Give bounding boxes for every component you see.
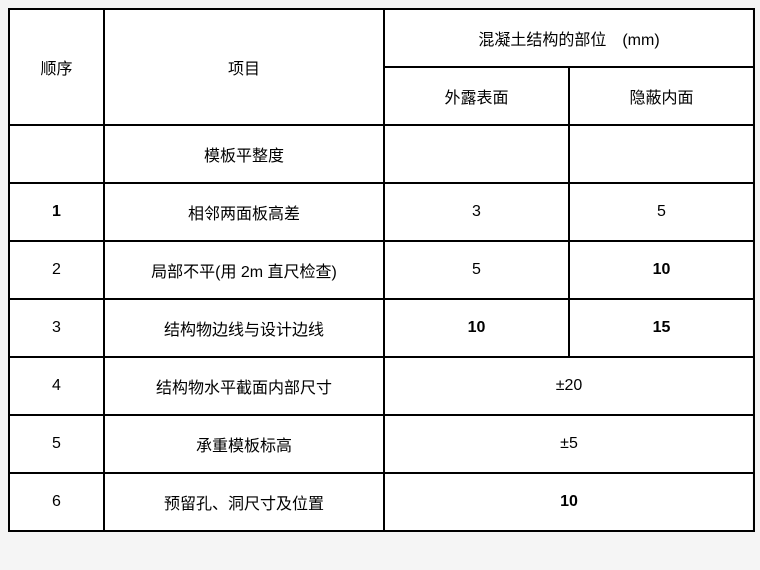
cell-order: 2: [9, 241, 104, 299]
cell-item: 相邻两面板高差: [104, 183, 384, 241]
table-row: 3 结构物边线与设计边线 10 15: [9, 299, 754, 357]
cell-item: 承重模板标高: [104, 415, 384, 473]
cell-exposed: 5: [384, 241, 569, 299]
table-header: 顺序 项目 混凝土结构的部位 (mm) 外露表面 隐蔽内面: [9, 9, 754, 125]
cell-order: 5: [9, 415, 104, 473]
cell-merged: ±20: [384, 357, 754, 415]
cell-item: 局部不平(用 2m 直尺检查): [104, 241, 384, 299]
header-hidden: 隐蔽内面: [569, 67, 754, 125]
header-row-1: 顺序 项目 混凝土结构的部位 (mm): [9, 9, 754, 67]
cell-hidden: [569, 125, 754, 183]
cell-hidden: 15: [569, 299, 754, 357]
table-row: 模板平整度: [9, 125, 754, 183]
header-order: 顺序: [9, 9, 104, 125]
cell-item: 预留孔、洞尺寸及位置: [104, 473, 384, 531]
cell-exposed: 3: [384, 183, 569, 241]
header-item: 项目: [104, 9, 384, 125]
table-row: 1 相邻两面板高差 3 5: [9, 183, 754, 241]
cell-merged: ±5: [384, 415, 754, 473]
table-row: 4 结构物水平截面内部尺寸 ±20: [9, 357, 754, 415]
cell-exposed: 10: [384, 299, 569, 357]
concrete-structure-table: 顺序 项目 混凝土结构的部位 (mm) 外露表面 隐蔽内面 模板平整度 1 相邻…: [8, 8, 755, 532]
cell-hidden: 10: [569, 241, 754, 299]
cell-merged: 10: [384, 473, 754, 531]
table-row: 6 预留孔、洞尺寸及位置 10: [9, 473, 754, 531]
cell-item: 模板平整度: [104, 125, 384, 183]
cell-order: 3: [9, 299, 104, 357]
table-body: 模板平整度 1 相邻两面板高差 3 5 2 局部不平(用 2m 直尺检查) 5 …: [9, 125, 754, 531]
cell-item: 结构物水平截面内部尺寸: [104, 357, 384, 415]
cell-order: [9, 125, 104, 183]
cell-order: 1: [9, 183, 104, 241]
cell-exposed: [384, 125, 569, 183]
table-container: 顺序 项目 混凝土结构的部位 (mm) 外露表面 隐蔽内面 模板平整度 1 相邻…: [8, 8, 752, 532]
cell-order: 6: [9, 473, 104, 531]
table-row: 2 局部不平(用 2m 直尺检查) 5 10: [9, 241, 754, 299]
cell-order: 4: [9, 357, 104, 415]
header-exposed: 外露表面: [384, 67, 569, 125]
cell-item: 结构物边线与设计边线: [104, 299, 384, 357]
cell-hidden: 5: [569, 183, 754, 241]
table-row: 5 承重模板标高 ±5: [9, 415, 754, 473]
header-group: 混凝土结构的部位 (mm): [384, 9, 754, 67]
